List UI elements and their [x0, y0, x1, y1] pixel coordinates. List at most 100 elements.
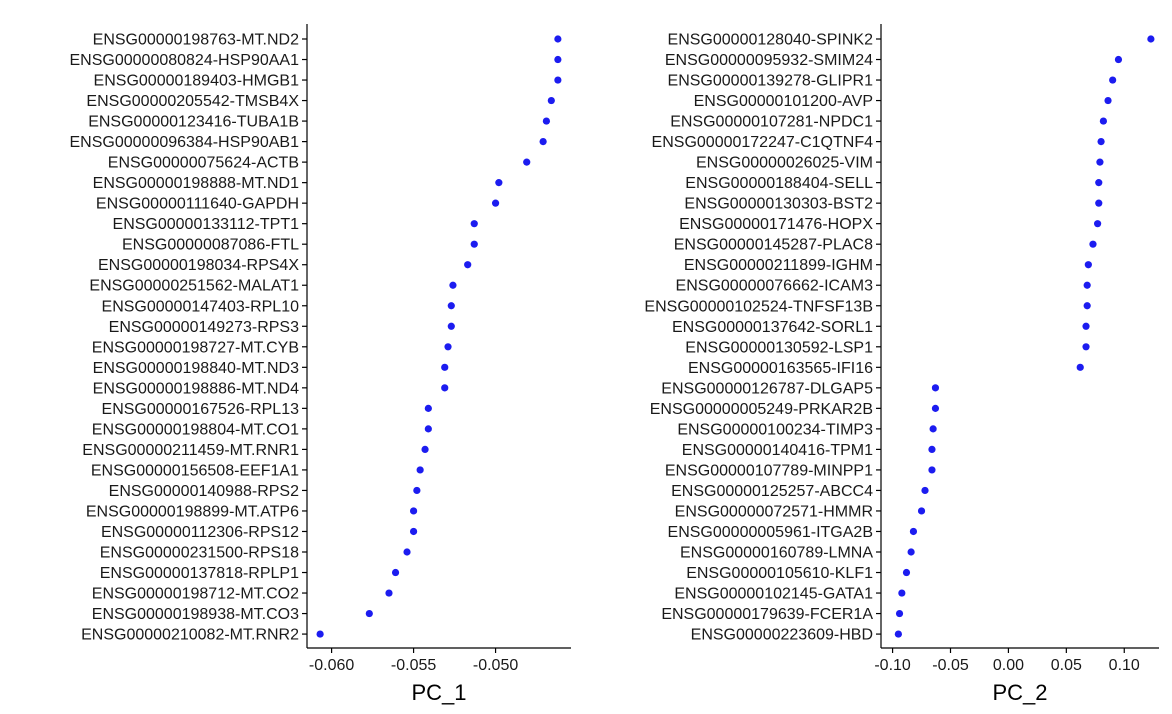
data-point	[470, 220, 478, 228]
data-point	[409, 527, 418, 536]
gene-label: ENSG00000198034-RPS4X	[98, 257, 299, 274]
data-point	[909, 527, 918, 536]
x-tick-label: -0.055	[391, 657, 436, 674]
gene-label: ENSG00000140416-TPM1	[682, 442, 873, 459]
gene-label: ENSG00000171476-HOPX	[679, 216, 873, 233]
data-point	[1147, 35, 1155, 43]
gene-label: ENSG00000198804-MT.CO1	[92, 421, 299, 438]
data-point	[391, 568, 400, 577]
data-point	[424, 425, 432, 433]
gene-label: ENSG00000137642-SORL1	[672, 319, 873, 336]
gene-label: ENSG00000211899-IGHM	[684, 257, 873, 274]
data-point	[931, 384, 940, 392]
data-point	[931, 404, 940, 412]
data-point	[1083, 302, 1091, 310]
data-point	[539, 138, 547, 146]
gene-label: ENSG00000145287-PLAC8	[674, 237, 873, 254]
data-point	[895, 609, 904, 618]
gene-label: ENSG00000080824-HSP90AA1	[70, 52, 300, 69]
x-tick-label: -0.060	[309, 657, 354, 674]
data-point	[491, 199, 500, 207]
data-point	[470, 240, 478, 248]
x-tick-label: 0.05	[1051, 657, 1082, 674]
gene-label: ENSG00000189403-HMGB1	[94, 73, 300, 90]
x-tick-label: 0.00	[993, 657, 1024, 674]
gene-label: ENSG00000149273-RPS3	[109, 319, 299, 336]
data-point	[898, 589, 906, 597]
gene-label: ENSG00000101200-AVP	[694, 93, 873, 110]
gene-label: ENSG00000198886-MT.ND4	[93, 380, 299, 397]
gene-label: ENSG00000096384-HSP90AB1	[70, 134, 300, 151]
gene-label: ENSG00000179639-FCER1A	[661, 606, 873, 623]
data-point	[449, 281, 457, 289]
data-point	[441, 363, 449, 371]
data-point	[421, 445, 429, 453]
data-point	[1109, 76, 1117, 84]
x-tick-label: -0.05	[932, 657, 969, 674]
data-point	[907, 548, 915, 556]
gene-label: ENSG00000198938-MT.CO3	[92, 606, 299, 623]
data-point	[523, 158, 531, 166]
gene-label: ENSG00000087086-FTL	[122, 237, 299, 254]
gene-label: ENSG00000198840-MT.ND3	[93, 360, 299, 377]
data-point	[554, 35, 562, 43]
gene-label: ENSG00000156508-EEF1A1	[91, 462, 299, 479]
data-point	[1084, 261, 1092, 269]
data-point	[424, 404, 432, 412]
data-point	[447, 302, 455, 310]
data-point	[365, 609, 373, 618]
data-point	[1104, 96, 1112, 105]
data-point	[1096, 158, 1104, 166]
data-point	[1094, 220, 1102, 228]
pc2-panel: ENSG00000128040-SPINK2 ENSG00000095932-SM…	[644, 24, 1159, 705]
data-point	[921, 486, 929, 495]
gene-label: ENSG00000102524-TNFSF13B	[644, 298, 873, 315]
x-tick-label: -0.050	[473, 657, 518, 674]
data-point	[1089, 240, 1097, 248]
data-point	[1076, 363, 1084, 371]
data-point	[464, 261, 472, 269]
data-point	[894, 630, 902, 638]
x-axis-title: PC_2	[992, 680, 1047, 705]
gene-label: ENSG00000107789-MINPP1	[665, 462, 873, 479]
gene-label: ENSG00000223609-HBD	[691, 627, 873, 644]
gene-label: ENSG00000076662-ICAM3	[676, 278, 874, 295]
gene-label: ENSG00000160789-LMNA	[680, 545, 873, 562]
gene-label: ENSG00000211459-MT.RNR1	[82, 442, 299, 459]
data-point	[928, 466, 936, 474]
gene-label: ENSG00000102145-GATA1	[674, 586, 873, 603]
data-point	[1083, 281, 1091, 289]
data-point	[495, 179, 503, 187]
data-point	[1082, 343, 1090, 351]
gene-label: ENSG00000105610-KLF1	[686, 565, 873, 582]
gene-label: ENSG00000172247-C1QTNF4	[652, 134, 874, 151]
data-point	[902, 568, 911, 577]
gene-label: ENSG00000140988-RPS2	[109, 483, 299, 500]
gene-label: ENSG00000111640-GAPDH	[96, 196, 299, 213]
data-point	[929, 425, 937, 433]
gene-label: ENSG00000205542-TMSB4X	[86, 93, 299, 110]
gene-label: ENSG00000231500-RPS18	[100, 545, 299, 562]
data-point	[444, 343, 452, 351]
data-point	[1114, 55, 1123, 64]
gene-label: ENSG00000198727-MT.CYB	[92, 339, 299, 356]
gene-label: ENSG00000198888-MT.ND1	[93, 175, 299, 192]
gene-label: ENSG00000188404-SELL	[685, 175, 873, 192]
gene-label: ENSG00000123416-TUBA1B	[88, 114, 299, 131]
x-tick-label: -0.10	[874, 657, 911, 674]
gene-label: ENSG00000075624-ACTB	[108, 155, 299, 172]
data-point	[542, 117, 551, 125]
gene-label: ENSG00000107281-NPDC1	[670, 114, 873, 131]
gene-label: ENSG00000167526-RPL13	[102, 401, 300, 418]
gene-label: ENSG00000072571-HMMR	[675, 503, 873, 520]
data-point	[1082, 322, 1090, 330]
data-point	[1099, 117, 1107, 125]
gene-label: ENSG00000198712-MT.CO2	[92, 586, 299, 603]
gene-label: ENSG00000130303-BST2	[684, 196, 873, 213]
data-point	[385, 589, 393, 597]
x-axis-title: PC_1	[411, 680, 466, 705]
data-point	[1097, 138, 1105, 146]
gene-label: ENSG00000005249-PRKAR2B	[650, 401, 873, 418]
gene-label: ENSG00000125257-ABCC4	[671, 483, 873, 500]
